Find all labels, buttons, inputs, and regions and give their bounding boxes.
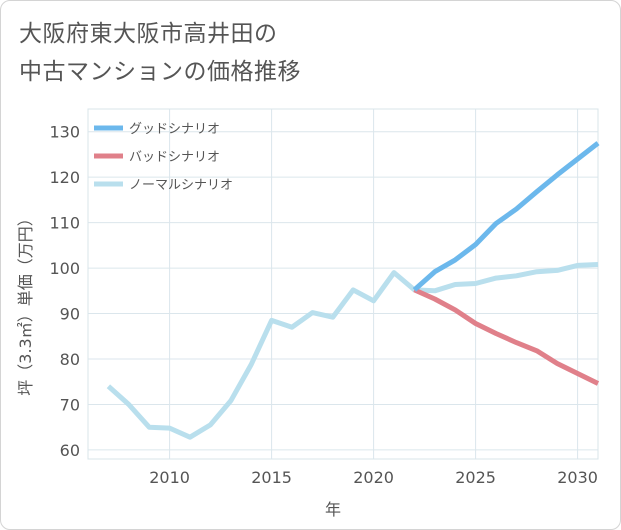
y-tick-label: 90: [60, 305, 80, 324]
y-tick-label: 130: [49, 123, 80, 142]
series-line-normal: [106, 262, 599, 440]
grid-lines: [87, 108, 599, 460]
series-lines: [106, 141, 600, 440]
x-tick-label: 2015: [251, 468, 292, 487]
x-tick-label: 2030: [557, 468, 598, 487]
chart-title: 大阪府東大阪市高井田の 中古マンションの価格推移: [19, 15, 579, 91]
y-tick-label: 60: [60, 441, 80, 460]
legend-label-normal: ノーマルシナリオ: [129, 178, 233, 193]
y-axis-label: 坪（3.3㎡）単価（万円）: [16, 210, 35, 395]
chart-title-line1: 大阪府東大阪市高井田の: [19, 21, 278, 47]
tick-labels: 60 70 80 90 100 110 120 130 2010 2015 2020 2025 2030: [49, 123, 598, 487]
x-axis-label: 年: [325, 500, 341, 519]
legend-label-good: グッドシナリオ: [129, 122, 220, 137]
series-line-bad: [413, 287, 600, 386]
series-line-good: [412, 141, 600, 292]
x-tick-label: 2020: [353, 468, 394, 487]
y-tick-label: 70: [60, 395, 80, 414]
y-tick-label: 100: [49, 259, 80, 278]
x-tick-label: 2010: [149, 468, 190, 487]
chart-title-line2: 中古マンションの価格推移: [19, 59, 301, 85]
plot-frame: [87, 108, 599, 460]
x-tick-label: 2025: [455, 468, 496, 487]
y-tick-label: 110: [49, 214, 80, 233]
y-tick-label: 80: [60, 350, 80, 369]
y-tick-label: 120: [49, 168, 80, 187]
legend-label-bad: バッドシナリオ: [129, 150, 220, 165]
